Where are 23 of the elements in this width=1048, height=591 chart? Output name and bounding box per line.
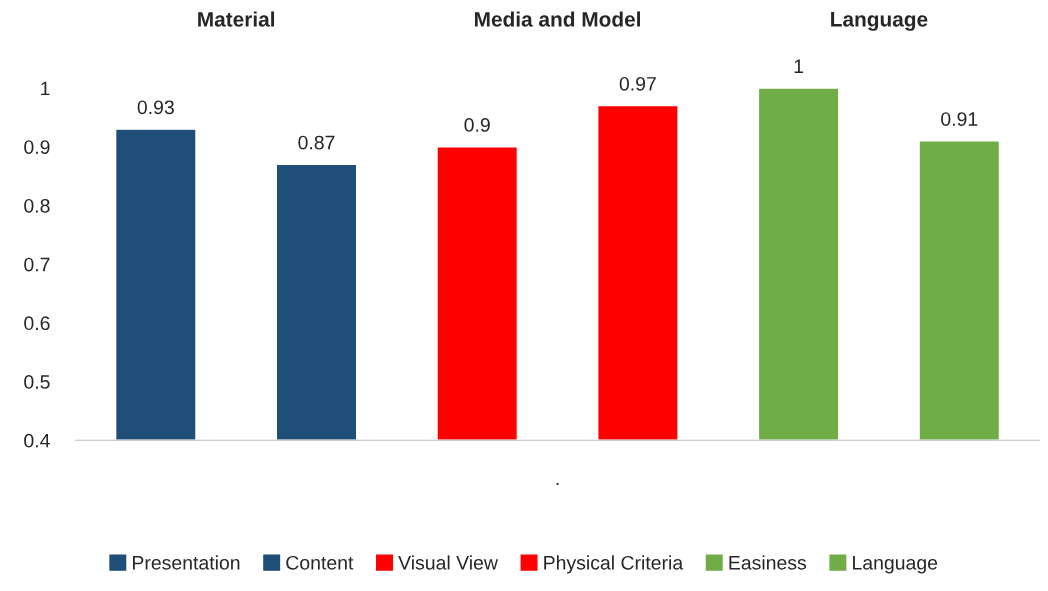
text: Language bbox=[831, 12, 928, 31]
y-tick-label: 0.4 bbox=[24, 433, 50, 448]
y-tick-label: 0.8 bbox=[24, 198, 50, 213]
data-label: 1 bbox=[794, 59, 804, 73]
y-tick-label: 0.9 bbox=[24, 140, 50, 154]
data-label: 0.97 bbox=[619, 76, 656, 91]
legend-label: Content bbox=[286, 555, 354, 570]
text: Media and Model bbox=[475, 11, 640, 27]
y-tick-label: 0.7 bbox=[24, 257, 50, 272]
y-tick-label: 0.6 bbox=[24, 316, 50, 331]
legend-label: Visual View bbox=[398, 555, 498, 570]
data-label: 0.9 bbox=[464, 118, 490, 132]
data-label: 0.93 bbox=[137, 100, 174, 115]
legend-label: Presentation bbox=[133, 555, 240, 570]
data-label: 0.87 bbox=[298, 135, 335, 150]
y-tick-label: 1 bbox=[41, 81, 50, 96]
data-label: 0.91 bbox=[941, 112, 978, 126]
x-axis-title: . bbox=[556, 482, 559, 485]
legend-label: Physical Criteria bbox=[544, 555, 684, 574]
legend-label: Language bbox=[853, 556, 938, 574]
text: Material bbox=[198, 11, 275, 27]
y-tick-label: 0.5 bbox=[24, 375, 50, 389]
legend-label: Easiness bbox=[729, 555, 807, 570]
